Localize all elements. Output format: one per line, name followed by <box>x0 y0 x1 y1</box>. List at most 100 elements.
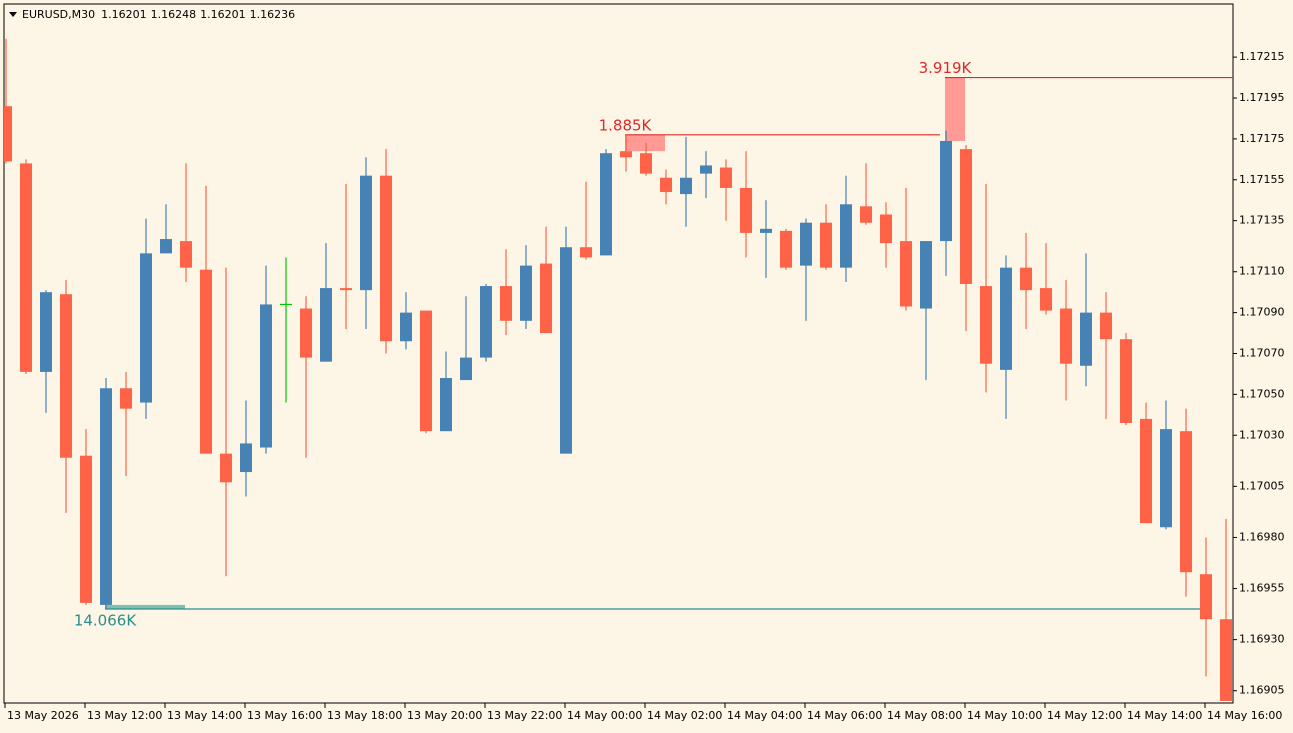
candle-body <box>780 230 792 268</box>
level-box <box>625 134 665 152</box>
ohlc-value: 1.16236 <box>250 8 296 21</box>
candle-body <box>620 151 632 158</box>
candle-body <box>220 453 232 483</box>
candle-body <box>960 149 972 285</box>
symbol: EURUSD,M30 <box>22 8 95 21</box>
candle-body <box>1160 429 1172 528</box>
candle-body <box>920 241 932 309</box>
candle-body <box>200 269 212 454</box>
x-tick-label: 14 May 02:00 <box>647 709 722 722</box>
candle-body <box>880 214 892 244</box>
candle-body <box>520 265 532 321</box>
candle-body <box>740 187 752 233</box>
x-tick-label: 13 May 2026 <box>7 709 79 722</box>
candle-body <box>700 165 712 174</box>
candle-body <box>1060 308 1072 364</box>
y-tick-label: 1.16980 <box>1239 530 1285 543</box>
candle-body <box>1100 312 1112 340</box>
candle-body <box>760 228 772 233</box>
level-label: 3.919K <box>919 59 973 77</box>
candle-body <box>480 286 492 358</box>
candle-body <box>460 357 472 381</box>
y-tick-label: 1.17050 <box>1239 387 1285 400</box>
candle-body <box>20 163 32 372</box>
candle-body <box>600 153 612 256</box>
candle-body <box>340 288 352 291</box>
x-tick-label: 14 May 06:00 <box>807 709 882 722</box>
ohlc-value: 1.16201 <box>101 8 147 21</box>
y-tick-label: 1.17135 <box>1239 214 1285 227</box>
level-box <box>945 77 965 141</box>
level-box <box>105 604 185 609</box>
candle-body <box>240 443 252 473</box>
level-label: 14.066K <box>74 611 137 629</box>
candle-body <box>540 263 552 334</box>
candle-body <box>1180 431 1192 573</box>
y-tick-label: 1.17110 <box>1239 265 1285 278</box>
candle-body <box>900 241 912 307</box>
candle-body <box>420 310 432 432</box>
candle-body <box>1040 288 1052 311</box>
x-tick-label: 14 May 14:00 <box>1127 709 1202 722</box>
y-tick-label: 1.17090 <box>1239 306 1285 319</box>
x-tick-label: 13 May 16:00 <box>247 709 322 722</box>
candle-body <box>320 288 332 362</box>
candle-body <box>360 175 372 291</box>
candle-body <box>260 304 272 448</box>
candle-body <box>1140 418 1152 524</box>
candle-body <box>100 388 112 605</box>
plot: 14.066K 1.885K 3.919K <box>4 38 1233 701</box>
candle-body <box>640 153 652 174</box>
candle-body <box>440 378 452 432</box>
level-label: 1.885K <box>599 116 653 134</box>
y-tick-label: 1.17155 <box>1239 173 1285 186</box>
candle-body <box>500 286 512 321</box>
x-tick-label: 13 May 12:00 <box>87 709 162 722</box>
x-tick-label: 14 May 12:00 <box>1047 709 1122 722</box>
candle-body <box>80 455 92 603</box>
candle-body <box>580 247 592 258</box>
x-tick-label: 14 May 16:00 <box>1207 709 1282 722</box>
x-tick-label: 14 May 10:00 <box>967 709 1042 722</box>
y-tick-label: 1.16905 <box>1239 684 1285 697</box>
x-tick-label: 13 May 22:00 <box>487 709 562 722</box>
x-tick-label: 13 May 20:00 <box>407 709 482 722</box>
x-tick-label: 14 May 00:00 <box>567 709 642 722</box>
y-tick-label: 1.17030 <box>1239 428 1285 441</box>
x-tick-label: 14 May 04:00 <box>727 709 802 722</box>
x-tick-label: 13 May 14:00 <box>167 709 242 722</box>
candle-body <box>720 167 732 188</box>
candle-body <box>980 286 992 364</box>
y-tick-label: 1.16955 <box>1239 582 1285 595</box>
y-tick-label: 1.17215 <box>1239 50 1285 63</box>
ohlc-value: 1.16201 <box>200 8 246 21</box>
y-tick-label: 1.17195 <box>1239 91 1285 104</box>
candle-body <box>40 292 52 372</box>
candle-body <box>1000 267 1012 370</box>
y-tick-label: 1.17005 <box>1239 479 1285 492</box>
candle-body <box>560 247 572 454</box>
candle-body <box>1020 267 1032 291</box>
candle-body <box>1120 339 1132 423</box>
candle-body <box>800 222 812 266</box>
candle-body <box>660 177 672 193</box>
x-tick-label: 14 May 08:00 <box>887 709 962 722</box>
y-tick-label: 1.17175 <box>1239 132 1285 145</box>
chart-header: EURUSD,M30 1.16201 1.16248 1.16201 1.16236 <box>22 8 295 21</box>
candle-body <box>1200 574 1212 620</box>
candle-body <box>840 204 852 268</box>
menu-arrow[interactable] <box>9 12 17 17</box>
candle-body <box>400 312 412 342</box>
ohlc-value: 1.16248 <box>151 8 197 21</box>
candle-body <box>180 241 192 268</box>
candle-body <box>120 388 132 409</box>
candle-body <box>300 308 312 358</box>
candle-body <box>820 222 832 268</box>
candle-body <box>140 253 152 403</box>
candle-body <box>60 294 72 458</box>
candle-body <box>860 206 872 223</box>
candle-body <box>940 140 952 242</box>
x-tick-label: 13 May 18:00 <box>327 709 402 722</box>
